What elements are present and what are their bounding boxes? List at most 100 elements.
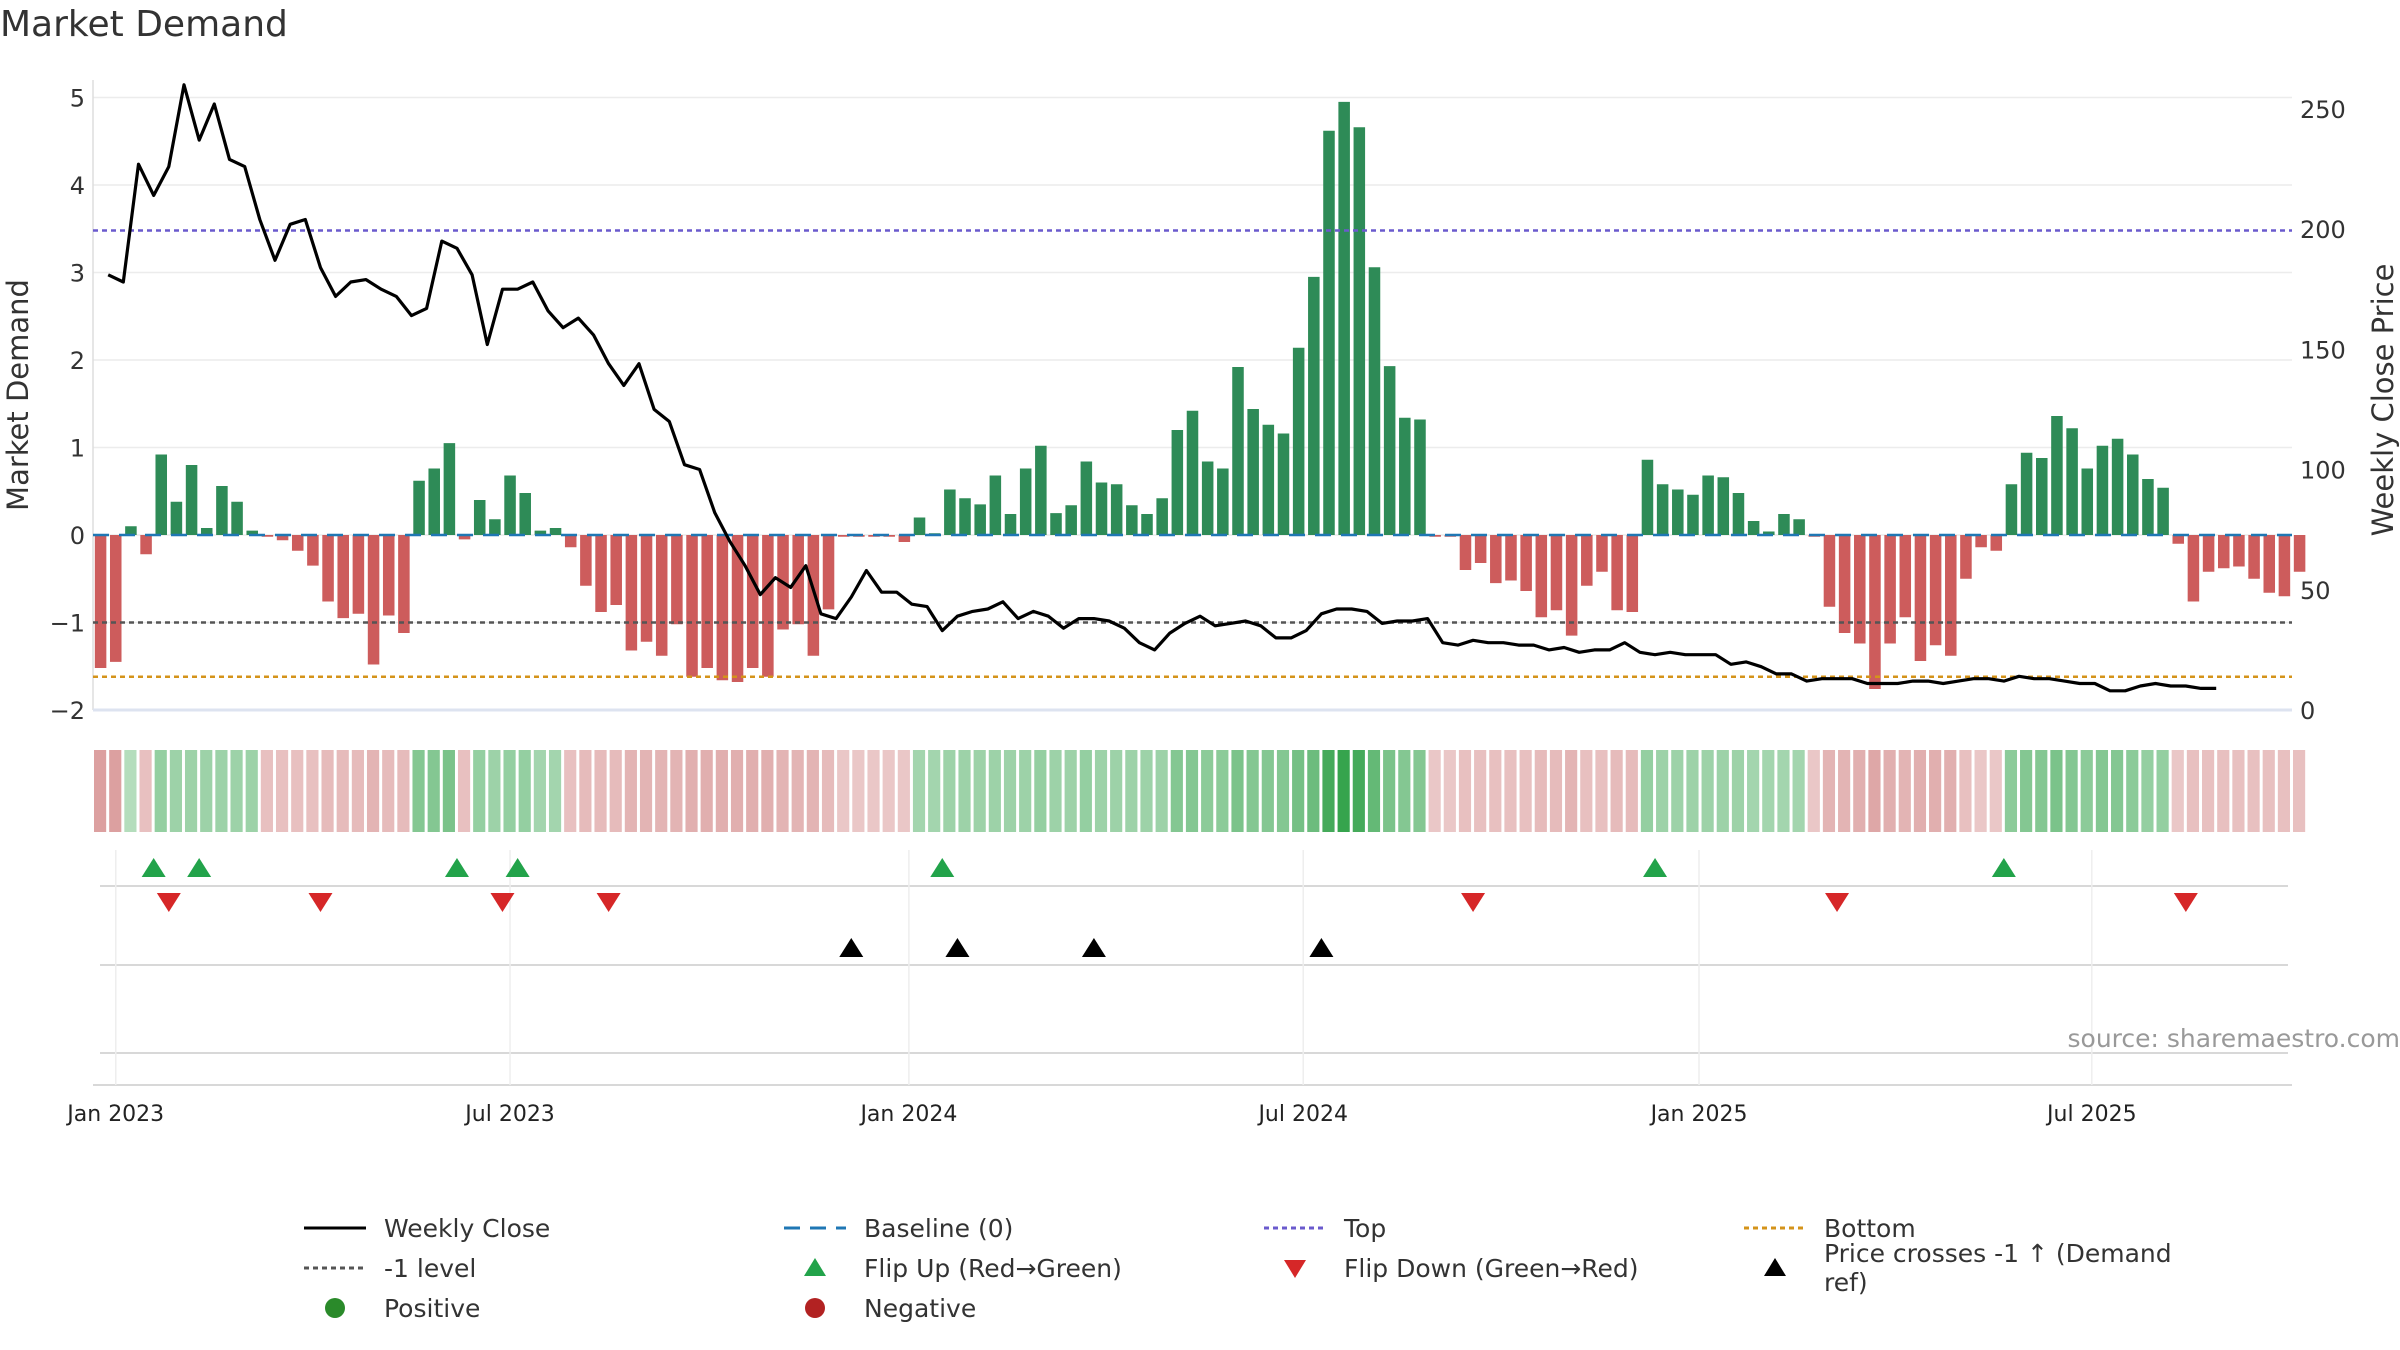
heat-strip-cell xyxy=(1747,750,1760,832)
x-tick-label: Jan 2025 xyxy=(1649,1102,1748,1127)
heat-strip-cell xyxy=(351,750,364,832)
demand-bar xyxy=(1520,535,1532,591)
heat-strip-cell xyxy=(958,750,971,832)
price-line-layer xyxy=(107,83,2217,693)
heat-strip-cell xyxy=(1003,750,1017,832)
y-tick-label: 0 xyxy=(70,522,85,550)
heat-strip-cell xyxy=(2247,750,2260,832)
y2-tick-label: 100 xyxy=(2300,457,2346,485)
legend-label: Flip Up (Red→Green) xyxy=(864,1253,1122,1283)
heat-strip-cell xyxy=(2065,750,2078,832)
y2-tick-label: 150 xyxy=(2300,336,2346,364)
demand-bar xyxy=(1656,484,1669,535)
demand-bar xyxy=(428,468,440,535)
heat-strip-cell xyxy=(109,750,122,832)
legend-item-weekly-close[interactable]: Weekly Close xyxy=(300,1212,780,1244)
demand-bar xyxy=(1399,417,1411,535)
demand-bar xyxy=(822,535,835,610)
demand-bar xyxy=(564,535,577,548)
demand-bar xyxy=(231,501,243,535)
demand-bar xyxy=(109,535,122,662)
demand-bar xyxy=(2233,535,2245,567)
demand-bar xyxy=(352,535,365,614)
demand-bar xyxy=(640,535,653,642)
price-cross-triangle-icon xyxy=(1764,1258,1786,1276)
legend-item-cross[interactable]: Price crosses -1 ↑ (Demand ref) xyxy=(1740,1239,2220,1297)
source-credit: source: sharemaestro.com xyxy=(2067,1024,2400,1053)
demand-bar xyxy=(1308,276,1320,535)
demand-bar xyxy=(1171,430,1184,535)
demand-bar xyxy=(367,535,380,665)
heat-strip-cell xyxy=(1549,750,1563,832)
legend-item-level[interactable]: -1 level xyxy=(300,1252,780,1284)
demand-bar xyxy=(1581,535,1593,586)
demand-bar xyxy=(322,535,334,602)
heat-strip-cell xyxy=(1883,750,1896,832)
demand-bar xyxy=(686,535,698,677)
demand-bar xyxy=(1080,461,1093,535)
heat-strip-cell xyxy=(336,750,349,832)
y-tick-label: −1 xyxy=(50,610,85,638)
heat-strip-cell xyxy=(488,750,501,832)
demand-bars xyxy=(94,101,2306,689)
heat-strip-cell xyxy=(912,750,926,832)
heat-strip-cell xyxy=(2141,750,2154,832)
heat-strip-cell xyxy=(1428,750,1441,832)
heat-strip-cell xyxy=(609,750,622,832)
weekly-close-line-icon xyxy=(304,1226,366,1230)
demand-bar xyxy=(549,528,562,535)
heat-strip-cell xyxy=(837,750,850,832)
heat-strip-cell xyxy=(1686,750,1699,832)
demand-bar xyxy=(1217,468,1229,535)
demand-bar xyxy=(1201,461,1214,535)
demand-bar xyxy=(1702,475,1714,535)
heat-strip-cell xyxy=(533,750,546,832)
heat-strip-cell xyxy=(1519,750,1532,832)
heat-strip-cell xyxy=(2186,750,2200,832)
heat-strip-cell xyxy=(382,750,395,832)
heat-strip-cell xyxy=(230,750,243,832)
price-cross-marker xyxy=(1081,938,1106,957)
heat-strip-cell xyxy=(412,750,425,832)
legend-item-positive[interactable]: Positive xyxy=(300,1292,780,1324)
demand-bar xyxy=(1823,535,1836,607)
demand-bar xyxy=(1899,535,1912,618)
y-tick-label: 2 xyxy=(70,347,85,375)
heat-strip-cell xyxy=(579,750,592,832)
heat-strip-cell xyxy=(397,750,410,832)
y-tick-label: 3 xyxy=(70,260,85,288)
demand-bar xyxy=(913,517,926,535)
flip-up-marker xyxy=(1643,858,1668,877)
signal-markers xyxy=(141,858,2198,957)
demand-bar xyxy=(792,535,804,625)
legend-item-negative[interactable]: Negative xyxy=(780,1292,1260,1324)
legend-item-bottom[interactable]: Bottom xyxy=(1740,1212,2220,1244)
heat-strip-cell xyxy=(245,750,258,832)
demand-bar xyxy=(2278,535,2291,597)
heat-strip-cell xyxy=(928,750,941,832)
flip-down-marker xyxy=(308,893,333,912)
legend-item-baseline[interactable]: Baseline (0) xyxy=(780,1212,1260,1244)
flip-down-marker xyxy=(1461,893,1486,912)
demand-bar xyxy=(762,535,774,677)
reference-lines xyxy=(93,229,2292,678)
demand-bar xyxy=(1429,535,1441,537)
demand-bar xyxy=(200,528,213,535)
demand-bar xyxy=(1323,130,1335,535)
demand-bar xyxy=(1763,531,1775,535)
heat-strip-cell xyxy=(1110,750,1123,832)
heat-strip-cell xyxy=(154,750,167,832)
legend-item-flip-down[interactable]: Flip Down (Green→Red) xyxy=(1260,1252,1740,1284)
heat-strip-cell xyxy=(124,750,137,832)
heat-strip-cell xyxy=(594,750,607,832)
legend-item-flip-up[interactable]: Flip Up (Red→Green) xyxy=(780,1252,1260,1284)
heat-strip-cell xyxy=(655,750,668,832)
demand-bar xyxy=(2005,484,2018,535)
heat-strip-cell xyxy=(2217,750,2230,832)
heat-strip-cell xyxy=(821,750,835,832)
heat-strip-cell xyxy=(2202,750,2215,832)
demand-bar xyxy=(140,535,152,555)
demand-bar xyxy=(2187,535,2200,602)
legend-item-top[interactable]: Top xyxy=(1260,1212,1740,1244)
demand-bar xyxy=(2096,445,2109,535)
